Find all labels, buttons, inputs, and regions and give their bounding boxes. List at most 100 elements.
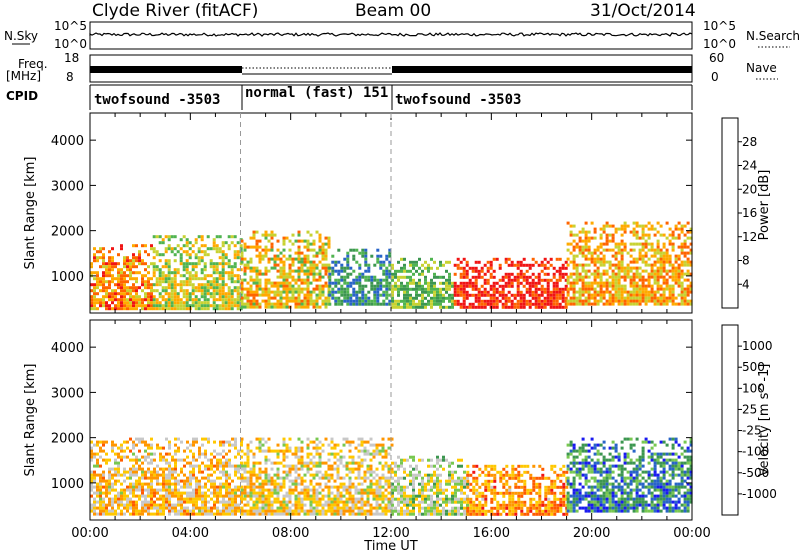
range-cell <box>158 274 162 278</box>
range-cell <box>230 301 234 305</box>
range-cell <box>120 449 123 453</box>
range-cell <box>683 239 687 243</box>
range-cell <box>516 287 520 291</box>
range-cell <box>297 476 301 480</box>
range-cell <box>159 455 162 459</box>
range-cell <box>427 464 430 468</box>
range-cell <box>239 244 243 248</box>
range-cell <box>180 494 183 498</box>
range-cell <box>243 509 247 513</box>
range-cell <box>433 290 436 294</box>
range-cell <box>590 287 594 291</box>
data-region-6 <box>453 257 568 309</box>
range-cell <box>195 494 198 498</box>
range-cell <box>372 488 376 492</box>
range-cell <box>183 458 186 462</box>
range-cell <box>315 287 319 291</box>
range-cell <box>465 281 469 285</box>
range-cell <box>197 304 201 308</box>
range-cell <box>186 509 189 513</box>
range-cell <box>474 281 478 285</box>
range-cell <box>183 464 186 468</box>
range-cell <box>201 497 204 501</box>
range-cell <box>243 263 247 267</box>
range-cell <box>221 298 225 302</box>
range-cell <box>224 271 228 275</box>
range-cell <box>129 476 132 480</box>
range-cell <box>360 488 364 492</box>
range-cell <box>324 437 328 441</box>
range-cell <box>318 305 322 309</box>
range-cell <box>102 298 105 302</box>
range-cell <box>123 497 126 501</box>
range-cell <box>412 488 415 492</box>
range-cell <box>218 250 222 254</box>
range-cell <box>614 281 618 285</box>
range-cell <box>288 491 292 495</box>
range-cell <box>227 277 231 281</box>
range-cell <box>364 296 368 300</box>
range-cell <box>135 298 138 302</box>
range-cell <box>466 497 470 501</box>
range-cell <box>378 476 382 480</box>
range-cell <box>236 307 240 311</box>
range-cell <box>668 260 672 264</box>
range-cell <box>460 485 463 489</box>
range-cell <box>179 286 183 290</box>
range-cell <box>150 304 153 308</box>
range-cell <box>581 299 585 303</box>
range-cell <box>364 248 368 252</box>
range-cell <box>516 275 520 279</box>
range-cell <box>249 509 253 513</box>
range-cell <box>255 509 259 513</box>
range-cell <box>448 470 451 474</box>
range-cell <box>528 266 532 270</box>
range-cell <box>153 473 156 477</box>
range-cell <box>173 298 177 302</box>
range-cell <box>569 275 573 279</box>
range-cell <box>462 284 466 288</box>
range-cell <box>179 298 183 302</box>
range-cell <box>352 290 356 294</box>
range-cell <box>653 227 657 231</box>
range-cell <box>375 446 379 450</box>
range-cell <box>252 455 256 459</box>
range-cell <box>309 296 313 300</box>
range-cell <box>641 230 645 234</box>
range-cell <box>303 479 307 483</box>
range-cell <box>369 437 373 441</box>
range-cell <box>114 262 117 266</box>
range-cell <box>328 272 332 276</box>
range-cell <box>342 443 346 447</box>
range-cell <box>650 275 654 279</box>
range-cell <box>546 290 550 294</box>
range-cell <box>339 500 343 504</box>
range-cell <box>192 455 195 459</box>
range-cell <box>462 272 466 276</box>
nsky-panel: N.Sky 10^5 10^0 10^5 10^0 N.Search <box>4 19 800 51</box>
range-cell <box>201 476 204 480</box>
range-cell <box>339 512 343 516</box>
range-cell <box>221 253 225 257</box>
range-cell <box>185 301 189 305</box>
range-cell <box>484 494 488 498</box>
range-cell <box>504 284 508 288</box>
range-cell <box>135 295 138 299</box>
range-cell <box>312 485 316 489</box>
range-cell <box>534 299 538 303</box>
range-cell <box>303 503 307 507</box>
range-cell <box>129 503 132 507</box>
range-cell <box>644 245 648 249</box>
range-cell <box>192 452 195 456</box>
range-cell <box>246 281 250 285</box>
range-cell <box>327 296 331 300</box>
range-cell <box>436 461 439 465</box>
range-cell <box>108 509 111 513</box>
range-cell <box>252 233 256 237</box>
range-cell <box>236 253 240 257</box>
range-cell <box>575 275 579 279</box>
range-cell <box>198 464 201 468</box>
range-cell <box>159 503 162 507</box>
range-cell <box>593 263 597 267</box>
range-cell <box>351 455 355 459</box>
